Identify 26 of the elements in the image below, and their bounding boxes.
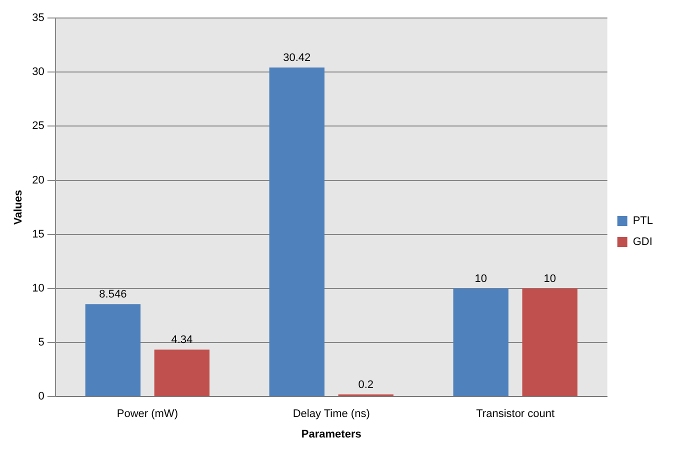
y-tick-label: 15 — [32, 228, 44, 240]
data-label: 10 — [474, 272, 487, 285]
y-tick-label: 10 — [32, 282, 44, 294]
y-axis-title: Values — [12, 190, 25, 225]
x-tick-label: Power (mW) — [116, 408, 178, 420]
x-tick-label: Delay Time (ns) — [292, 408, 370, 420]
data-label: 10 — [544, 272, 556, 285]
bar — [154, 350, 210, 396]
y-tick-label: 30 — [32, 66, 44, 78]
y-tick-label: 20 — [32, 174, 44, 186]
y-tick-label: 35 — [32, 12, 44, 24]
data-label: 8.546 — [99, 288, 127, 301]
x-axis-title: Parameters — [301, 428, 362, 440]
bar — [453, 288, 508, 396]
x-tick-label: Transistor count — [476, 408, 555, 420]
bar — [522, 288, 578, 396]
legend-label: PTL — [632, 215, 654, 228]
legend-label: GDI — [632, 236, 652, 248]
y-tick-label: 0 — [38, 390, 44, 403]
y-tick-label: 25 — [32, 120, 44, 132]
bar — [85, 304, 141, 396]
data-label: 4.34 — [171, 334, 193, 346]
bar — [269, 68, 324, 396]
data-label: 0.2 — [358, 378, 374, 391]
y-tick-label: 5 — [38, 336, 44, 349]
data-label: 30.42 — [283, 52, 311, 64]
